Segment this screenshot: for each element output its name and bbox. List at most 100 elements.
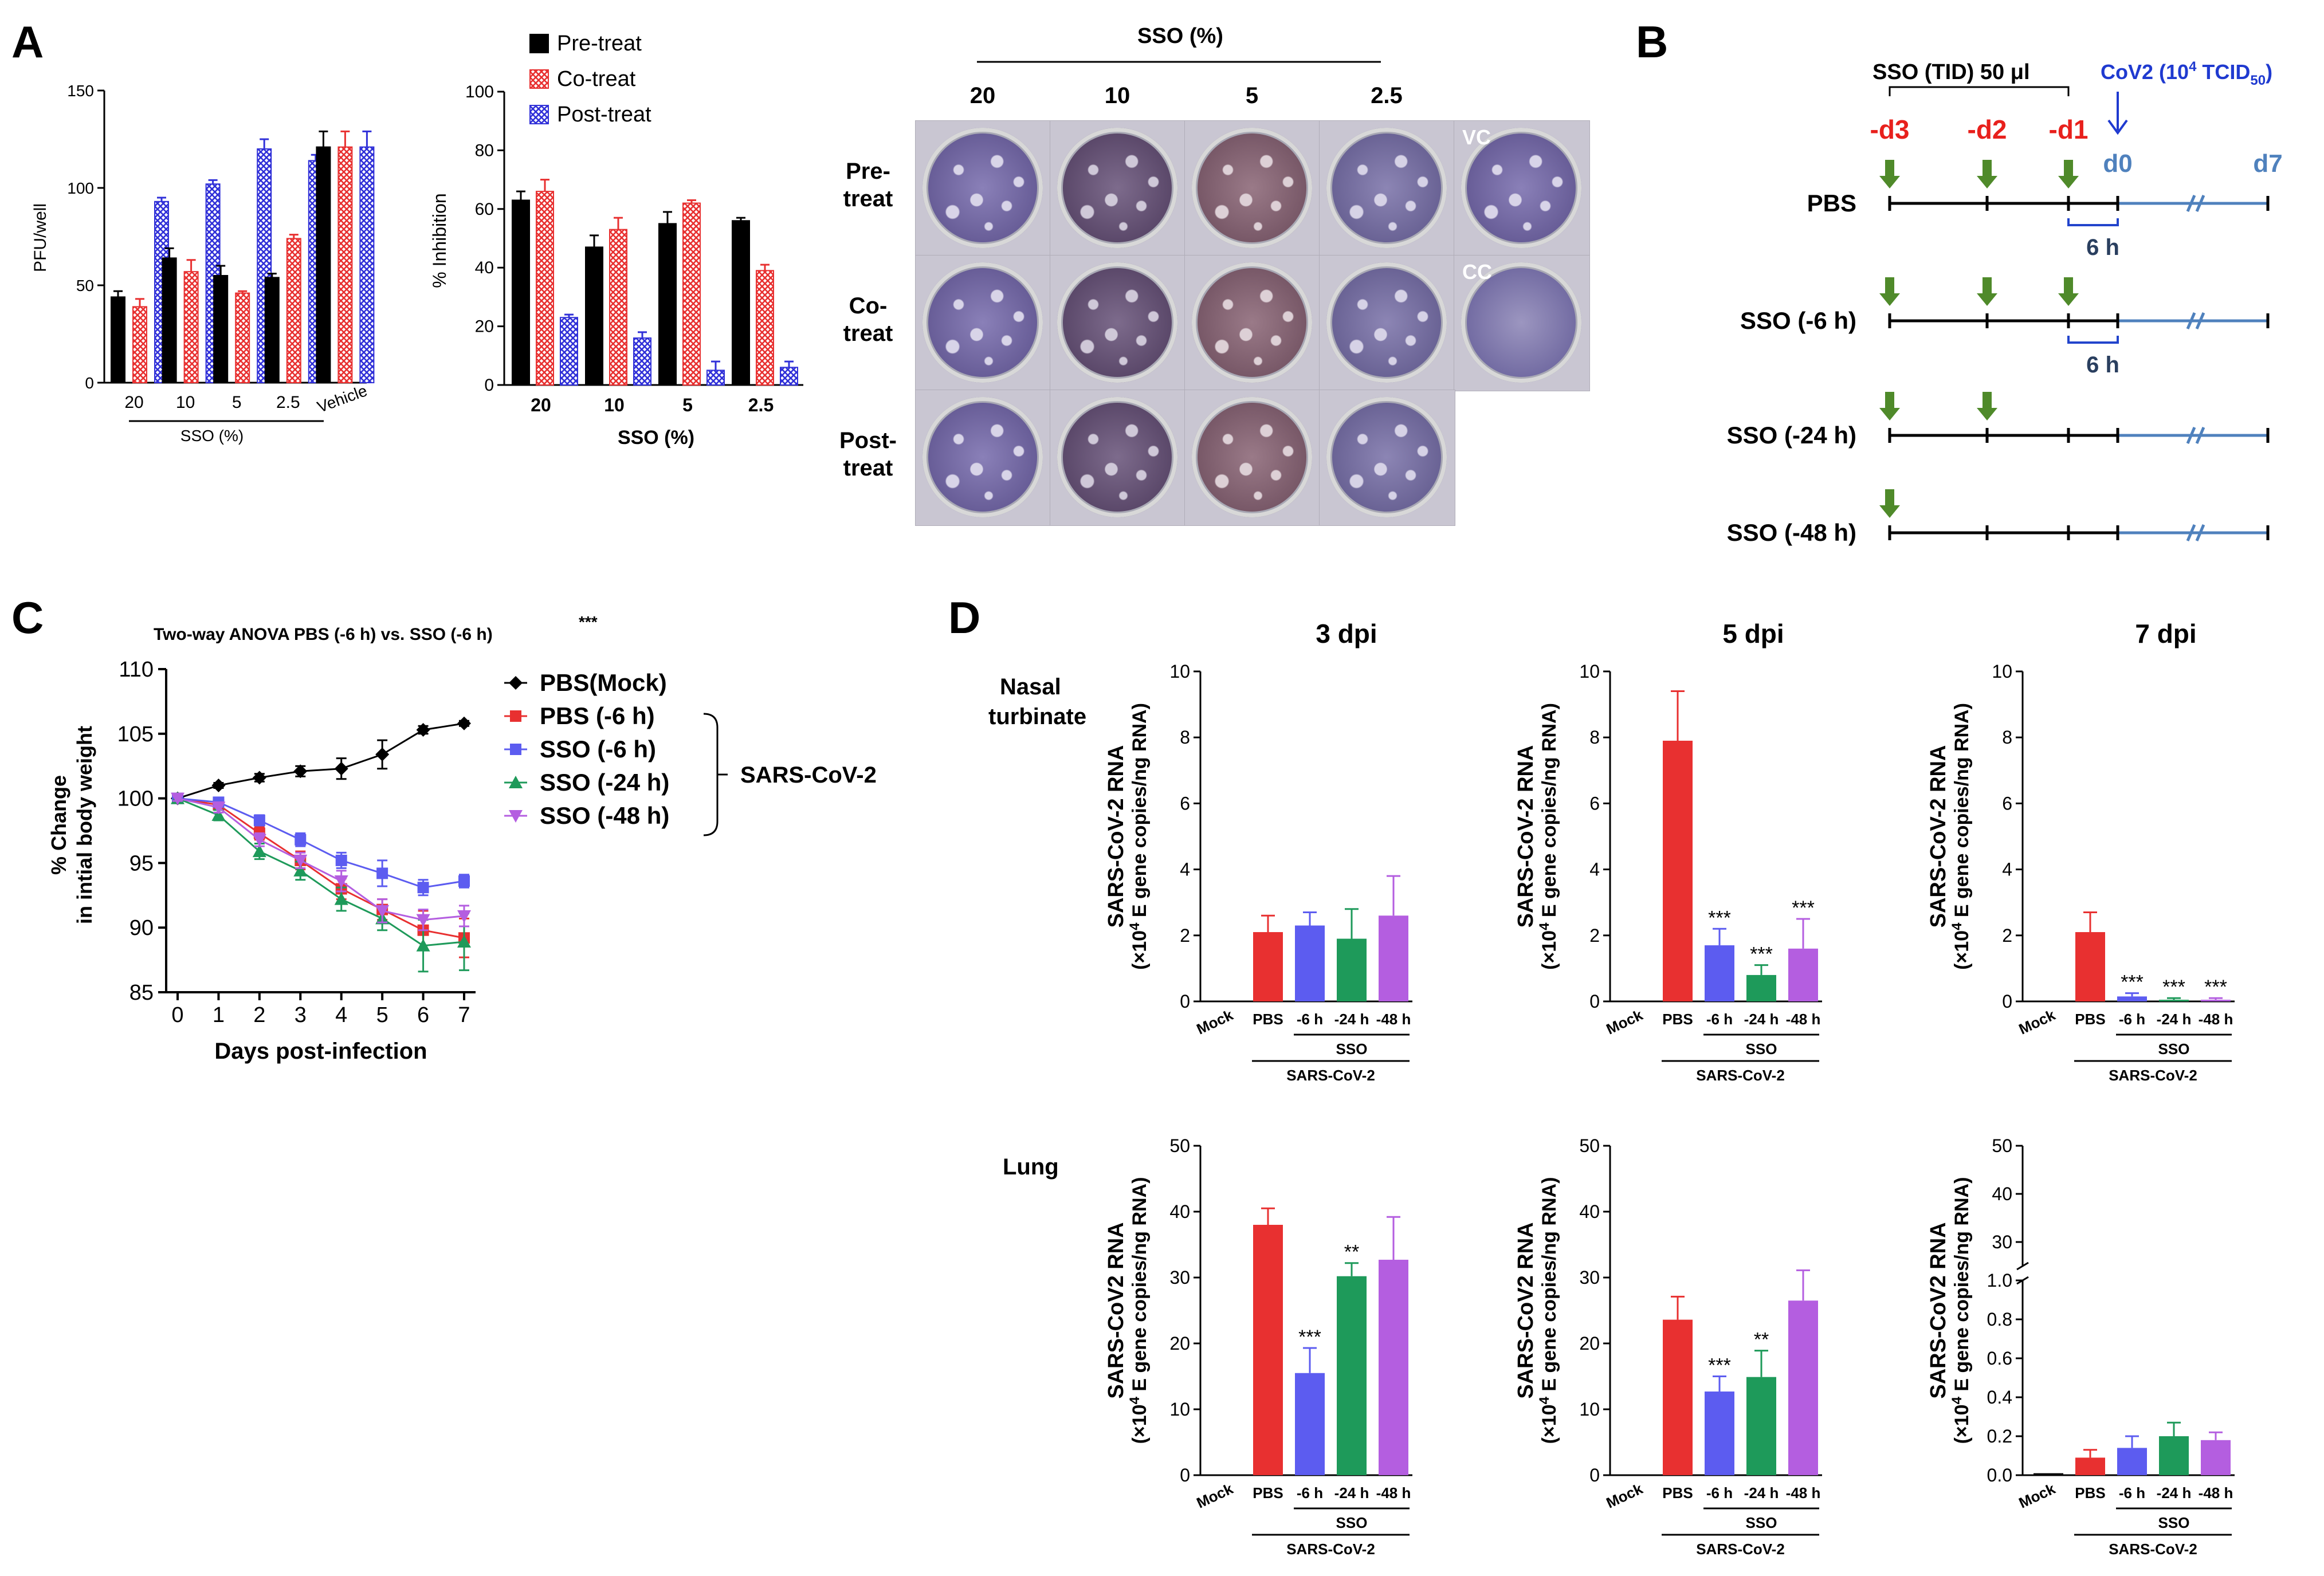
significance-marker: ** [1344,1241,1359,1263]
challenge-label-text: CoV2 (10 [2101,60,2189,84]
y-tick-label: 95 [129,851,154,875]
pfu-bar [359,146,375,383]
dose-arrow [1977,392,1997,420]
gap-label: 6 h [2086,352,2119,378]
rna-y-tick-label: 0 [1180,991,1190,1012]
data-point [334,892,348,905]
plaque-column-label: 5 [1246,83,1258,108]
data-point [457,716,471,730]
plaque-well-image [1184,390,1321,526]
plaque-row-label: Co-treat [843,293,893,346]
inhibition-bar [633,337,651,386]
rna-x-tick-label: -6 h [1297,1484,1323,1502]
rna-y-axis-units-part: E gene copies/ng RNA) [1129,703,1151,923]
rna-y-axis-units-part: (×10 [1538,930,1560,970]
significance-marker: *** [2204,976,2227,998]
series-line [177,797,465,921]
rna-y-tick-label: 6 [2002,793,2012,813]
day-label: -d1 [2049,115,2089,144]
data-point [252,771,266,785]
plaque-grid-header: SSO (%) [1137,24,1223,48]
data-point [211,808,226,821]
rna-y-axis-break [2016,1261,2029,1271]
data-point [252,844,266,858]
rna-x-tick-label: -6 h [2119,1484,2145,1502]
data-point [375,905,390,918]
panel-letter-c: C [11,592,44,643]
data-point [417,882,429,894]
inhibition-x-tick-label: 2.5 [748,395,774,415]
pfu-y-tick-label: 0 [85,374,94,392]
data-point [416,723,430,737]
rna-y-axis-units-part: (×10 [1129,1404,1151,1444]
pfu-bar [111,296,125,384]
plaque-well-image [1050,390,1186,526]
rna-bar-charts: 3 dpi 5 dpi 7 dpi Nasal turbinate Lung SARS-Co… [988,619,2235,1558]
dpi-column-title: 7 dpi [2135,619,2196,649]
rna-bar [2075,1457,2105,1475]
sso-bracket-label: SSO [1746,1040,1777,1058]
inhibition-y-tick-label: 100 [465,82,494,101]
significance-marker: *** [1750,944,1773,965]
rna-y-axis-units-part: 4 [1949,922,1965,930]
rna-bar [1337,938,1367,1001]
pfu-bar [183,271,199,384]
plaque-row-label: Pre-treat [843,159,893,211]
timeline-break [2186,195,2196,212]
plaque-plate [1057,262,1177,383]
plaque-plate [1057,397,1177,517]
inhibition-bar [756,270,774,386]
data-point [509,810,523,823]
challenge-label-close: ) [2266,60,2272,84]
legend-label: SSO (-6 h) [540,736,656,763]
data-point [458,875,470,887]
inhibition-bar [682,202,701,386]
challenge-arrow-head [2107,119,2128,135]
rna-bar [1705,1391,1734,1475]
rna-y-tick-label: 10 [1579,661,1600,682]
rna-y-tick-label: 8 [1180,727,1190,748]
inhibition-legend-label: Pre-treat [557,32,642,56]
legend-group-label: SARS-CoV-2 [740,763,877,788]
inhibition-bar [560,317,578,386]
rna-bar [1379,1259,1408,1475]
dpi-column-title: 5 dpi [1722,619,1784,649]
y-axis-label: in intial body weight [73,726,96,924]
challenge-label: CoV2 (104 TCID50) [2101,59,2272,88]
inhibition-bar [706,370,725,386]
sso-bracket-label: SSO [2158,1514,2190,1531]
rna-x-tick-label: PBS [1662,1484,1693,1502]
inhibition-bar [658,223,677,386]
inhibition-y-tick-label: 0 [484,376,494,395]
rna-x-tick-label: PBS [1253,1011,1283,1028]
plaque-well-image [1319,255,1455,391]
rna-y-tick-label: 10 [1992,661,2012,682]
plaque-column-label: 20 [970,83,996,108]
rna-y-tick-label: 8 [2002,727,2012,748]
day-label: -d2 [1968,115,2007,144]
rna-y-tick-label: 40 [1579,1201,1600,1222]
inhibition-bar [609,229,627,386]
plaque-row-label: Post-treat [839,428,897,481]
pfu-x-tick-label: 5 [232,393,242,412]
plaque-plate [1461,128,1581,248]
data-point [375,747,390,761]
rna-y-axis-units-part: (×10 [1951,1404,1973,1444]
rna-y-tick-label: 40 [1169,1201,1190,1222]
rna-y-tick-label: 6 [1589,793,1600,813]
pfu-bar [337,146,353,383]
y-tick-label: 90 [129,916,154,940]
plaque-plate [1192,262,1312,383]
data-point [293,854,308,867]
rna-y-tick-label: 0 [1589,1465,1600,1485]
rna-bar [2117,996,2147,1001]
y-tick-label: 110 [119,658,154,682]
rna-y-tick-label: 50 [1992,1135,2012,1156]
plaque-control-label: VC [1462,125,1491,149]
rna-bar [1253,1225,1283,1475]
challenge-label-sub: 50 [2250,73,2266,88]
rna-y-tick-label: 30 [1169,1267,1190,1288]
pfu-bar [162,257,177,383]
sso-bracket-label: SSO [2158,1040,2190,1058]
